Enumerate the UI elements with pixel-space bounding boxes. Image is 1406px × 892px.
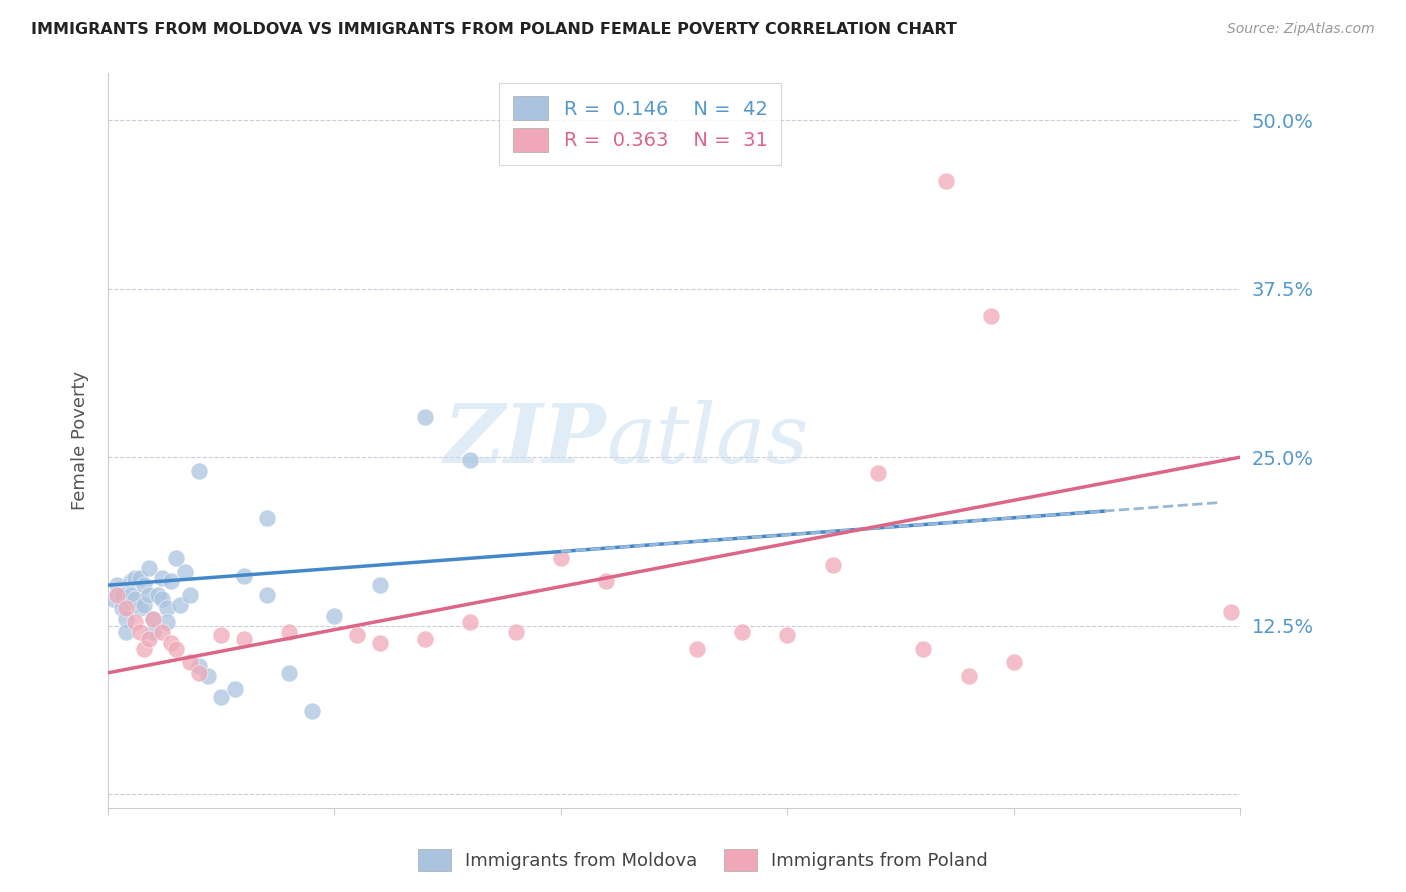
Point — [128, 601, 150, 615]
Point — [505, 625, 527, 640]
Point — [150, 625, 173, 640]
Point — [935, 174, 957, 188]
Point — [346, 628, 368, 642]
Point — [105, 578, 128, 592]
Text: IMMIGRANTS FROM MOLDOVA VS IMMIGRANTS FROM POLAND FEMALE POVERTY CORRELATION CHA: IMMIGRANTS FROM MOLDOVA VS IMMIGRANTS FR… — [31, 22, 957, 37]
Point — [179, 588, 201, 602]
Text: Source: ZipAtlas.com: Source: ZipAtlas.com — [1227, 22, 1375, 37]
Point — [776, 628, 799, 642]
Point — [460, 453, 482, 467]
Point — [169, 599, 191, 613]
Point — [156, 615, 179, 629]
Point — [1002, 655, 1025, 669]
Point — [128, 625, 150, 640]
Point — [138, 632, 160, 647]
Point — [550, 551, 572, 566]
Y-axis label: Female Poverty: Female Poverty — [72, 371, 89, 510]
Point — [278, 665, 301, 680]
Point — [110, 588, 132, 602]
Point — [413, 632, 436, 647]
Legend: Immigrants from Moldova, Immigrants from Poland: Immigrants from Moldova, Immigrants from… — [411, 842, 995, 879]
Point — [142, 612, 165, 626]
Point — [278, 625, 301, 640]
Point — [980, 309, 1002, 323]
Point — [115, 612, 138, 626]
Point — [120, 588, 142, 602]
Point — [142, 625, 165, 640]
Point — [595, 574, 617, 589]
Point — [156, 601, 179, 615]
Point — [413, 409, 436, 424]
Point — [174, 565, 197, 579]
Legend: R =  0.146    N =  42, R =  0.363    N =  31: R = 0.146 N = 42, R = 0.363 N = 31 — [499, 83, 782, 165]
Point — [686, 641, 709, 656]
Point — [368, 636, 391, 650]
Point — [957, 668, 980, 682]
Point — [105, 588, 128, 602]
Point — [124, 591, 146, 606]
Point — [912, 641, 935, 656]
Point — [232, 632, 254, 647]
Point — [142, 612, 165, 626]
Point — [134, 578, 156, 592]
Point — [187, 665, 209, 680]
Point — [232, 568, 254, 582]
Point — [256, 510, 278, 524]
Point — [134, 599, 156, 613]
Point — [138, 588, 160, 602]
Point — [323, 609, 346, 624]
Point — [301, 704, 323, 718]
Point — [165, 641, 187, 656]
Point — [138, 560, 160, 574]
Point — [120, 574, 142, 589]
Point — [460, 615, 482, 629]
Point — [209, 690, 232, 704]
Point — [187, 464, 209, 478]
Point — [110, 601, 132, 615]
Point — [101, 591, 124, 606]
Point — [209, 628, 232, 642]
Point — [224, 681, 246, 696]
Point — [197, 668, 219, 682]
Text: ZIP: ZIP — [444, 401, 606, 480]
Point — [187, 659, 209, 673]
Point — [146, 588, 169, 602]
Point — [160, 636, 183, 650]
Point — [868, 467, 890, 481]
Point — [115, 601, 138, 615]
Point — [160, 574, 183, 589]
Point — [179, 655, 201, 669]
Point — [731, 625, 754, 640]
Text: atlas: atlas — [606, 401, 808, 480]
Point — [124, 615, 146, 629]
Point — [256, 588, 278, 602]
Point — [115, 625, 138, 640]
Point — [368, 578, 391, 592]
Point — [1220, 605, 1243, 619]
Point — [150, 572, 173, 586]
Point — [150, 591, 173, 606]
Point — [124, 572, 146, 586]
Point — [821, 558, 844, 572]
Point — [128, 572, 150, 586]
Point — [165, 551, 187, 566]
Point — [134, 641, 156, 656]
